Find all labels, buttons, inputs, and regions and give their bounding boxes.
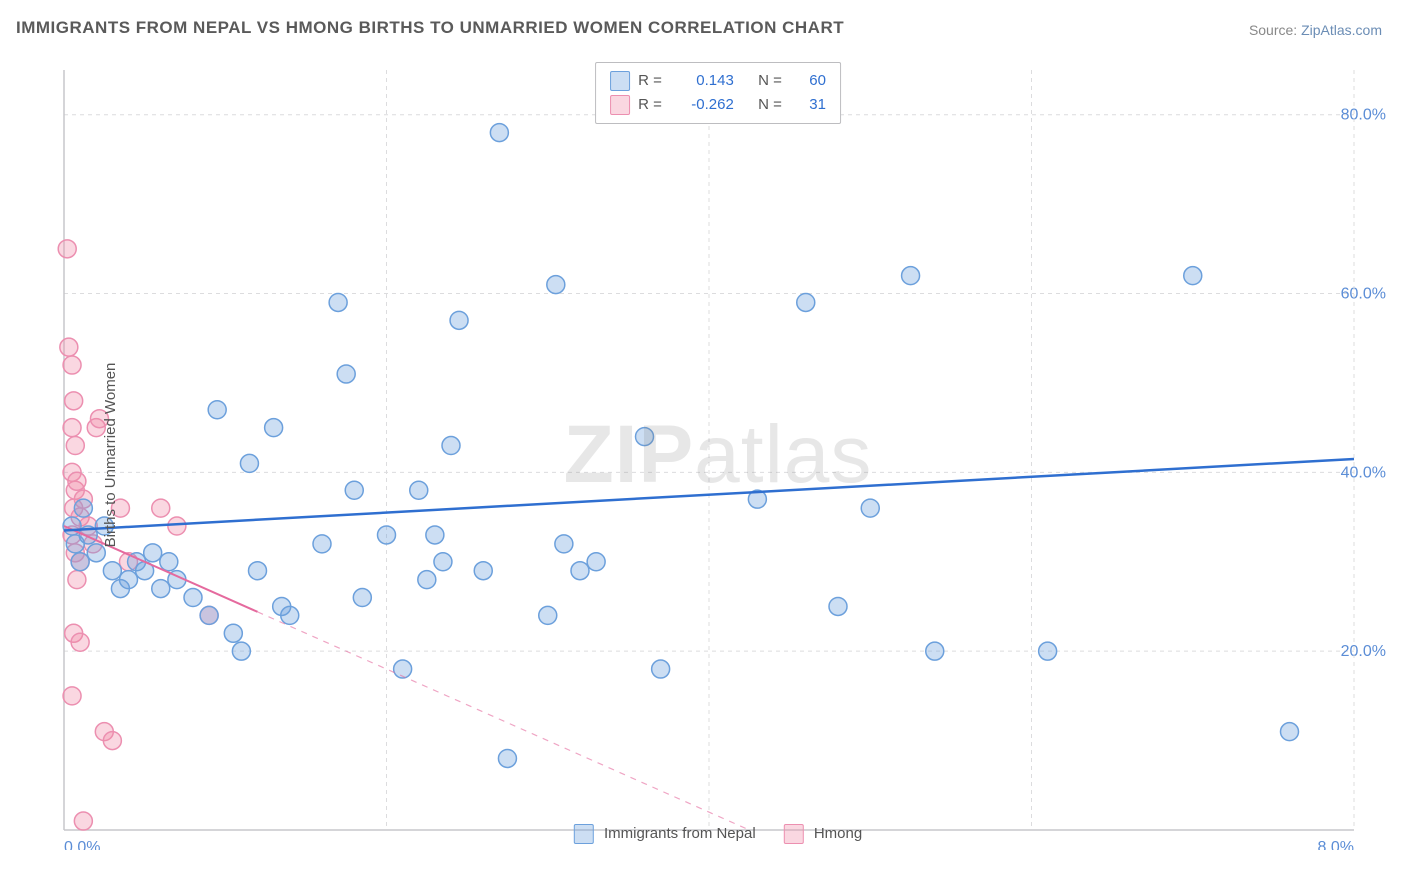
svg-text:60.0%: 60.0% [1341,286,1386,303]
chart-container: Births to Unmarried Women 20.0% 40.0% 60.0… [48,60,1388,850]
legend-label-nepal: Immigrants from Nepal [604,825,756,842]
legend-swatch-nepal [610,71,630,91]
svg-text:20.0%: 20.0% [1341,643,1386,660]
source-prefix: Source: [1249,22,1301,38]
legend-n-value-hmong: 31 [790,93,826,117]
legend-r-value-hmong: -0.262 [670,93,734,117]
legend-swatch-hmong-icon [784,824,804,844]
series-legend: Immigrants from Nepal Hmong [574,824,862,844]
legend-row-hmong: R = -0.262 N = 31 [610,93,826,117]
legend-n-value-nepal: 60 [790,69,826,93]
chart-title: IMMIGRANTS FROM NEPAL VS HMONG BIRTHS TO… [16,18,844,38]
legend-r-value-nepal: 0.143 [670,69,734,93]
legend-n-label: N = [758,69,782,93]
svg-text:0.0%: 0.0% [64,839,100,850]
legend-swatch-nepal-icon [574,824,594,844]
legend-row-nepal: R = 0.143 N = 60 [610,69,826,93]
legend-item-hmong: Hmong [784,824,863,844]
svg-text:8.0%: 8.0% [1318,839,1354,850]
svg-text:80.0%: 80.0% [1341,107,1386,124]
correlation-legend: R = 0.143 N = 60 R = -0.262 N = 31 [595,62,841,124]
legend-swatch-hmong [610,95,630,115]
legend-r-label: R = [638,93,662,117]
svg-text:40.0%: 40.0% [1341,464,1386,481]
source-link[interactable]: ZipAtlas.com [1301,22,1382,38]
legend-r-label: R = [638,69,662,93]
y-axis-label: Births to Unmarried Women [102,363,119,548]
legend-item-nepal: Immigrants from Nepal [574,824,756,844]
scatter-chart: 20.0% 40.0% 60.0% 80.0% 0.0% 8.0% [48,60,1388,850]
legend-n-label: N = [758,93,782,117]
source-attribution: Source: ZipAtlas.com [1249,22,1382,38]
legend-label-hmong: Hmong [814,825,862,842]
